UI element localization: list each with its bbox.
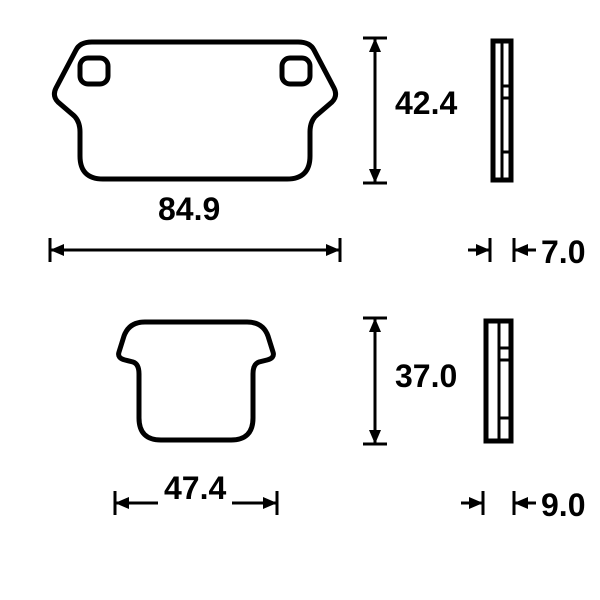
pad1-thickness-dim bbox=[468, 235, 536, 265]
pad2-side-view bbox=[483, 318, 514, 444]
pad1-thickness-label: 7.0 bbox=[541, 234, 585, 271]
pad1-width-label: 84.9 bbox=[152, 191, 226, 228]
drawing-stage: 42.4 84.9 7.0 37.0 47.4 9.0 bbox=[0, 0, 600, 600]
pad2-thickness-label: 9.0 bbox=[541, 487, 585, 524]
pad2-height-dim bbox=[360, 318, 390, 444]
pad1-width-dim bbox=[50, 235, 340, 265]
pad1-front-view bbox=[50, 38, 340, 183]
pad2-front-view bbox=[115, 318, 277, 444]
pad1-side-view bbox=[490, 38, 514, 183]
pad2-width-label: 47.4 bbox=[158, 470, 232, 507]
pad1-height-label: 42.4 bbox=[395, 85, 457, 122]
pad1-height-dim bbox=[360, 38, 390, 183]
pad2-height-label: 37.0 bbox=[395, 358, 457, 395]
pad2-thickness-dim bbox=[461, 488, 536, 518]
